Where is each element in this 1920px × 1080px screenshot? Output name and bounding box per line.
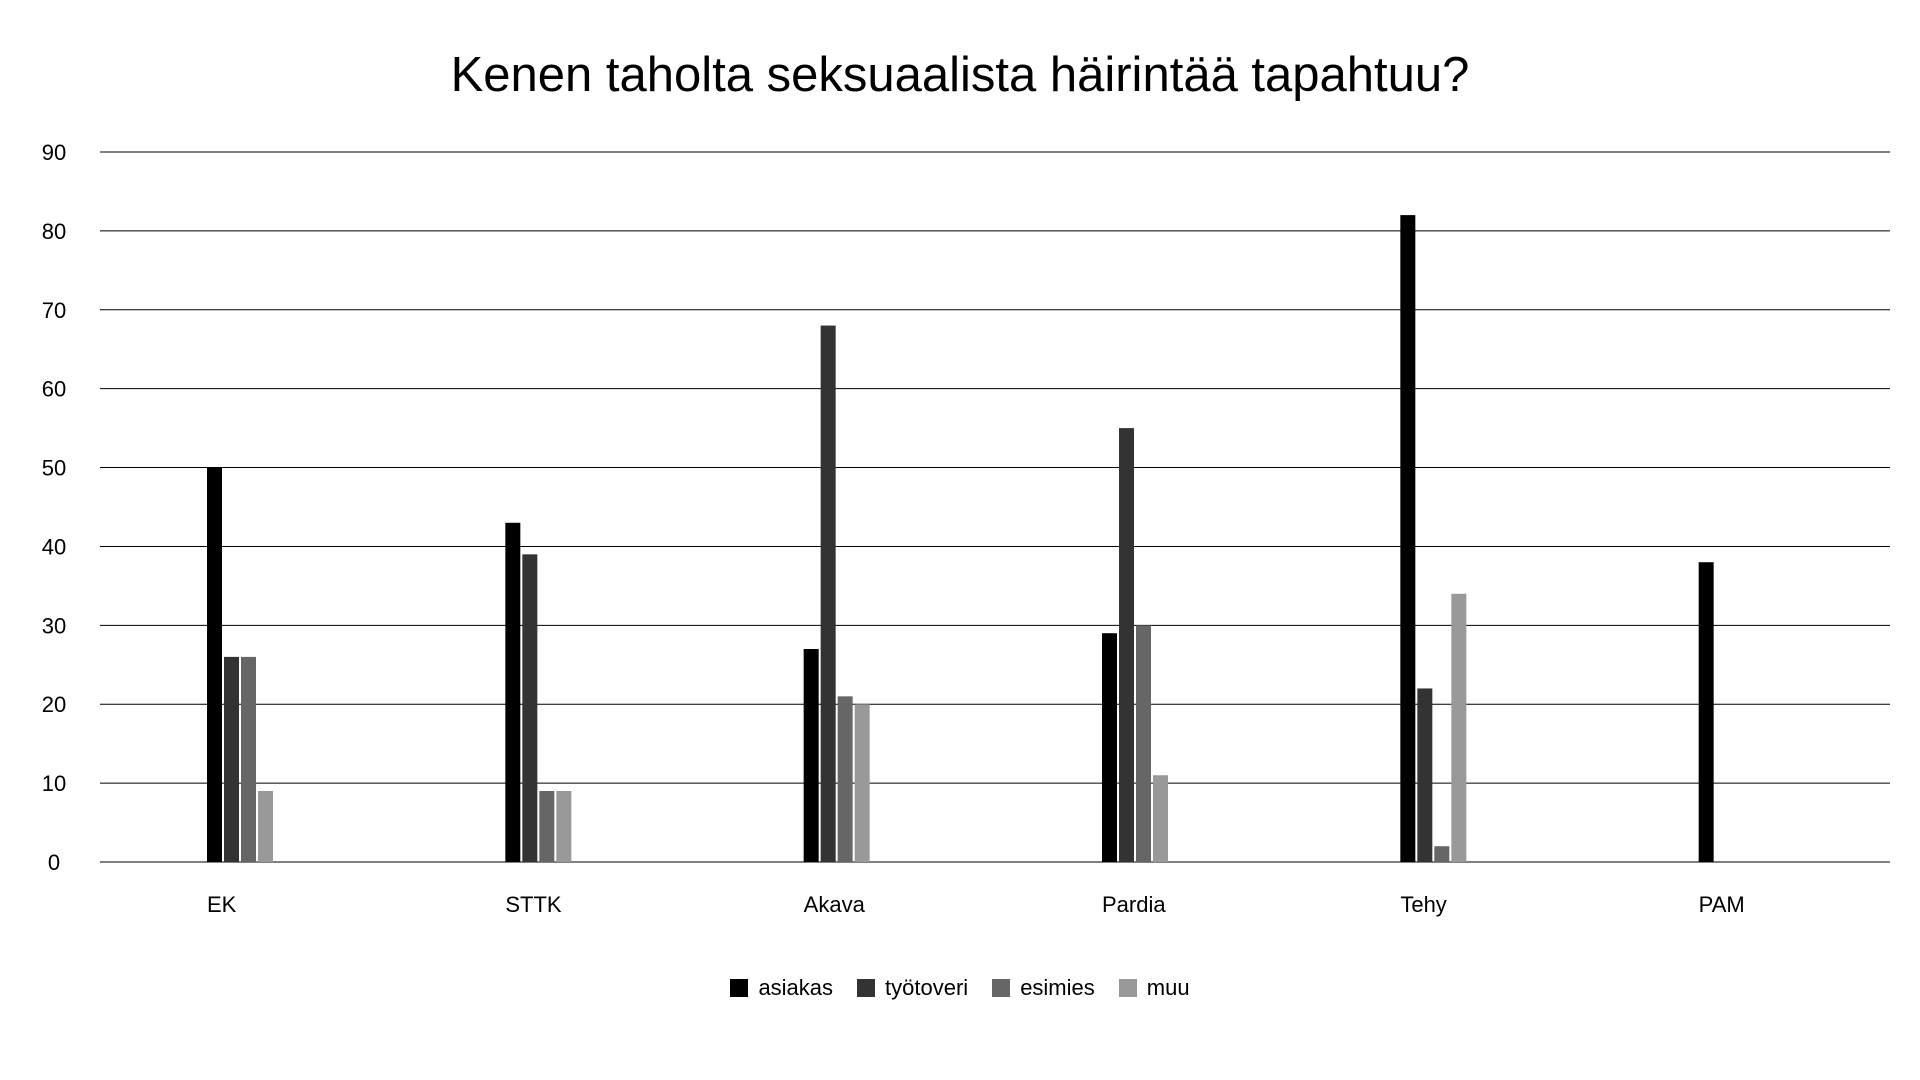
x-tick-label: Akava <box>804 892 866 917</box>
y-tick-label: 0 <box>48 850 60 875</box>
bar-asiakas-akava <box>803 649 819 862</box>
legend-swatch <box>1118 979 1137 997</box>
legend-swatch <box>992 979 1011 997</box>
y-tick-label: 90 <box>42 140 66 165</box>
bar-muu-ek <box>258 791 273 862</box>
bar-asiakas-pardia <box>1102 633 1117 862</box>
bars <box>207 215 1714 863</box>
bar-muu-sttk <box>556 791 572 862</box>
legend-item: muu <box>1118 975 1190 1001</box>
bar-asiakas-ek <box>207 467 222 862</box>
legend-label: työtoveri <box>885 975 969 1000</box>
legend-item: asiakas <box>730 975 833 1001</box>
legend-swatch <box>730 979 749 997</box>
bar-ty-toveri-tehy <box>1417 688 1433 862</box>
bar-ty-toveri-pardia <box>1119 428 1134 862</box>
y-tick-label: 80 <box>42 219 66 244</box>
bar-esimies-pardia <box>1136 625 1151 862</box>
y-tick-label: 50 <box>42 456 66 481</box>
x-tick-label: Pardia <box>1102 892 1166 917</box>
y-tick-label: 60 <box>42 377 66 402</box>
x-tick-label: STTK <box>505 892 562 917</box>
bar-ty-toveri-ek <box>224 656 239 862</box>
legend-item: esimies <box>992 975 1095 1001</box>
legend-swatch <box>857 979 876 997</box>
bar-esimies-akava <box>837 696 853 862</box>
x-axis-tick-labels: EK STTK Akava Pardia Tehy PAM <box>207 892 1745 917</box>
bar-esimies-tehy <box>1434 846 1450 862</box>
bar-asiakas-tehy <box>1400 215 1416 863</box>
chart-title: Kenen taholta seksuaalista häirintää tap… <box>450 48 1470 102</box>
legend: asiakas työtoveri esimies muu <box>0 975 1920 1001</box>
gridlines <box>100 151 1890 863</box>
x-tick-label: Tehy <box>1400 892 1446 917</box>
y-tick-label: 30 <box>42 613 66 638</box>
x-tick-label: PAM <box>1699 892 1745 917</box>
y-tick-label: 20 <box>42 692 66 717</box>
y-tick-label: 40 <box>42 534 66 559</box>
legend-item: työtoveri <box>857 975 968 1001</box>
y-tick-label: 10 <box>42 771 66 796</box>
bar-muu-tehy <box>1451 593 1467 862</box>
bar-ty-toveri-akava <box>820 325 836 862</box>
bar-muu-pardia <box>1153 775 1168 862</box>
bar-ty-toveri-sttk <box>522 554 538 862</box>
bar-muu-akava <box>854 704 870 862</box>
x-tick-label: EK <box>207 892 237 917</box>
bar-asiakas-pam <box>1698 562 1714 862</box>
legend-label: asiakas <box>758 975 834 1000</box>
y-axis-tick-labels: 0 10 20 30 40 50 60 70 80 90 <box>42 140 66 875</box>
bar-esimies-sttk <box>539 791 555 862</box>
y-tick-label: 70 <box>42 298 66 323</box>
bar-esimies-ek <box>241 656 256 862</box>
legend-label: muu <box>1146 975 1190 1000</box>
bar-asiakas-sttk <box>505 522 521 862</box>
legend-label: esimies <box>1020 975 1095 1000</box>
